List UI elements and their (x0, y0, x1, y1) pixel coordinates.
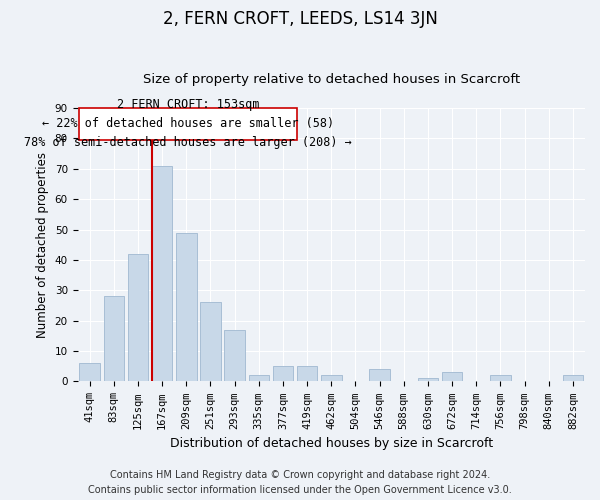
Bar (152, 166, 172, 382)
Bar (176, 232, 197, 382)
Bar (104, 296, 124, 382)
FancyBboxPatch shape (79, 108, 298, 140)
Bar (272, 366, 293, 382)
Y-axis label: Number of detached properties: Number of detached properties (36, 152, 49, 338)
Text: 2 FERN CROFT: 153sqm
← 22% of detached houses are smaller (58)
78% of semi-detac: 2 FERN CROFT: 153sqm ← 22% of detached h… (24, 98, 352, 150)
Bar (563, 376, 583, 382)
Bar (248, 376, 269, 382)
Bar (297, 366, 317, 382)
Text: Contains HM Land Registry data © Crown copyright and database right 2024.
Contai: Contains HM Land Registry data © Crown c… (88, 470, 512, 495)
Bar (79, 363, 100, 382)
X-axis label: Distribution of detached houses by size in Scarcroft: Distribution of detached houses by size … (170, 437, 493, 450)
Bar (128, 254, 148, 382)
Bar (418, 378, 438, 382)
Text: 2, FERN CROFT, LEEDS, LS14 3JN: 2, FERN CROFT, LEEDS, LS14 3JN (163, 10, 437, 28)
Title: Size of property relative to detached houses in Scarcroft: Size of property relative to detached ho… (143, 73, 520, 86)
Bar (442, 372, 463, 382)
Bar (321, 376, 341, 382)
Bar (370, 370, 390, 382)
Bar (200, 302, 221, 382)
Bar (490, 376, 511, 382)
Bar (224, 330, 245, 382)
